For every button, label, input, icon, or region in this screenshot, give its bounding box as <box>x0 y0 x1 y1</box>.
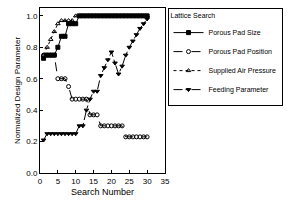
svg-text:0: 0 <box>38 177 43 186</box>
svg-text:Feeding Parameter: Feeding Parameter <box>209 86 270 94</box>
svg-text:Lattice Search: Lattice Search <box>171 12 216 19</box>
svg-text:Porous Pad Size: Porous Pad Size <box>209 29 261 36</box>
svg-text:1.0: 1.0 <box>26 12 38 21</box>
svg-text:5: 5 <box>56 177 61 186</box>
svg-text:Porous Pad Position: Porous Pad Position <box>209 48 273 55</box>
svg-text:35: 35 <box>161 177 170 186</box>
svg-text:25: 25 <box>125 177 134 186</box>
svg-text:0.4: 0.4 <box>26 106 38 115</box>
svg-text:0.8: 0.8 <box>26 43 38 52</box>
svg-text:Normalized Design Parameter: Normalized Design Parameter <box>13 37 22 144</box>
svg-text:10: 10 <box>71 177 80 186</box>
svg-text:0.0: 0.0 <box>26 169 38 178</box>
svg-text:20: 20 <box>107 177 116 186</box>
svg-text:0.2: 0.2 <box>26 137 38 146</box>
svg-text:30: 30 <box>143 177 152 186</box>
svg-text:15: 15 <box>89 177 98 186</box>
svg-text:Search Number: Search Number <box>71 187 134 197</box>
svg-text:0.6: 0.6 <box>26 75 38 84</box>
svg-text:Supplied Air Pressure: Supplied Air Pressure <box>209 67 276 75</box>
